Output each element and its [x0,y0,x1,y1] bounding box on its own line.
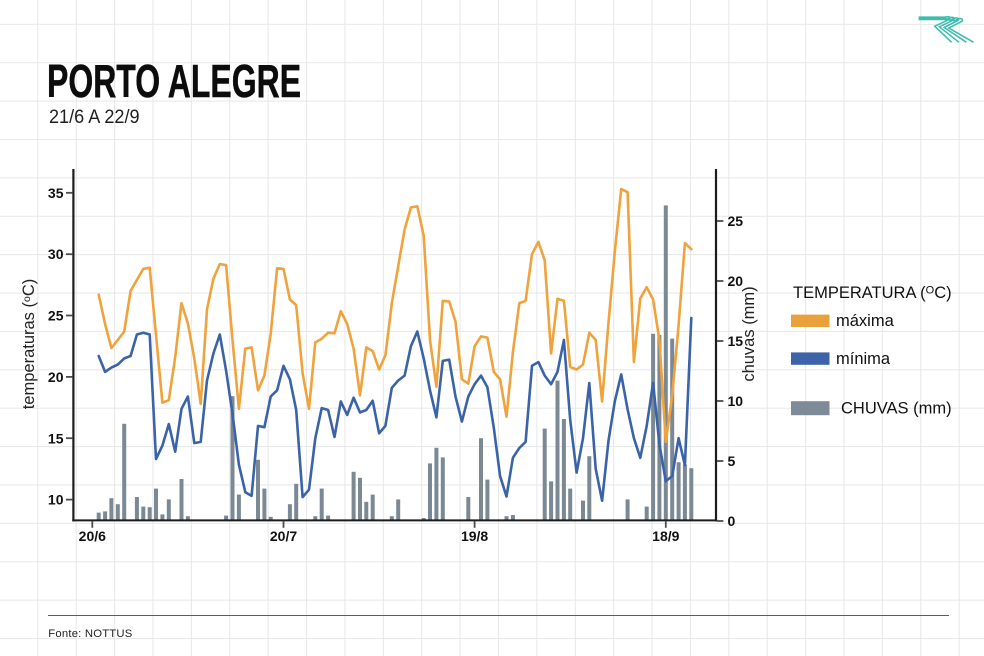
svg-text:25: 25 [728,213,744,229]
svg-text:0: 0 [728,513,736,529]
svg-text:5: 5 [728,453,736,469]
svg-text:10: 10 [48,492,64,508]
svg-text:18/9: 18/9 [652,528,679,544]
svg-text:chuvas (mm): chuvas (mm) [740,286,758,381]
svg-text:20: 20 [728,273,744,289]
svg-text:20: 20 [48,369,64,385]
svg-text:15: 15 [728,333,744,349]
svg-text:35: 35 [48,185,64,201]
svg-text:19/8: 19/8 [461,528,488,544]
svg-text:TEMPERATURA (OC): TEMPERATURA (OC) [793,284,952,302]
svg-text:CHUVAS (mm): CHUVAS (mm) [841,400,952,418]
svg-text:15: 15 [48,430,64,446]
svg-text:10: 10 [728,393,744,409]
svg-text:máxima: máxima [836,312,895,330]
svg-text:temperaturas (oC): temperaturas (oC) [20,279,38,410]
svg-text:20/6: 20/6 [79,528,106,544]
svg-text:30: 30 [48,246,64,262]
svg-text:mínima: mínima [836,350,891,368]
svg-text:25: 25 [48,308,64,324]
svg-text:20/7: 20/7 [270,528,297,544]
